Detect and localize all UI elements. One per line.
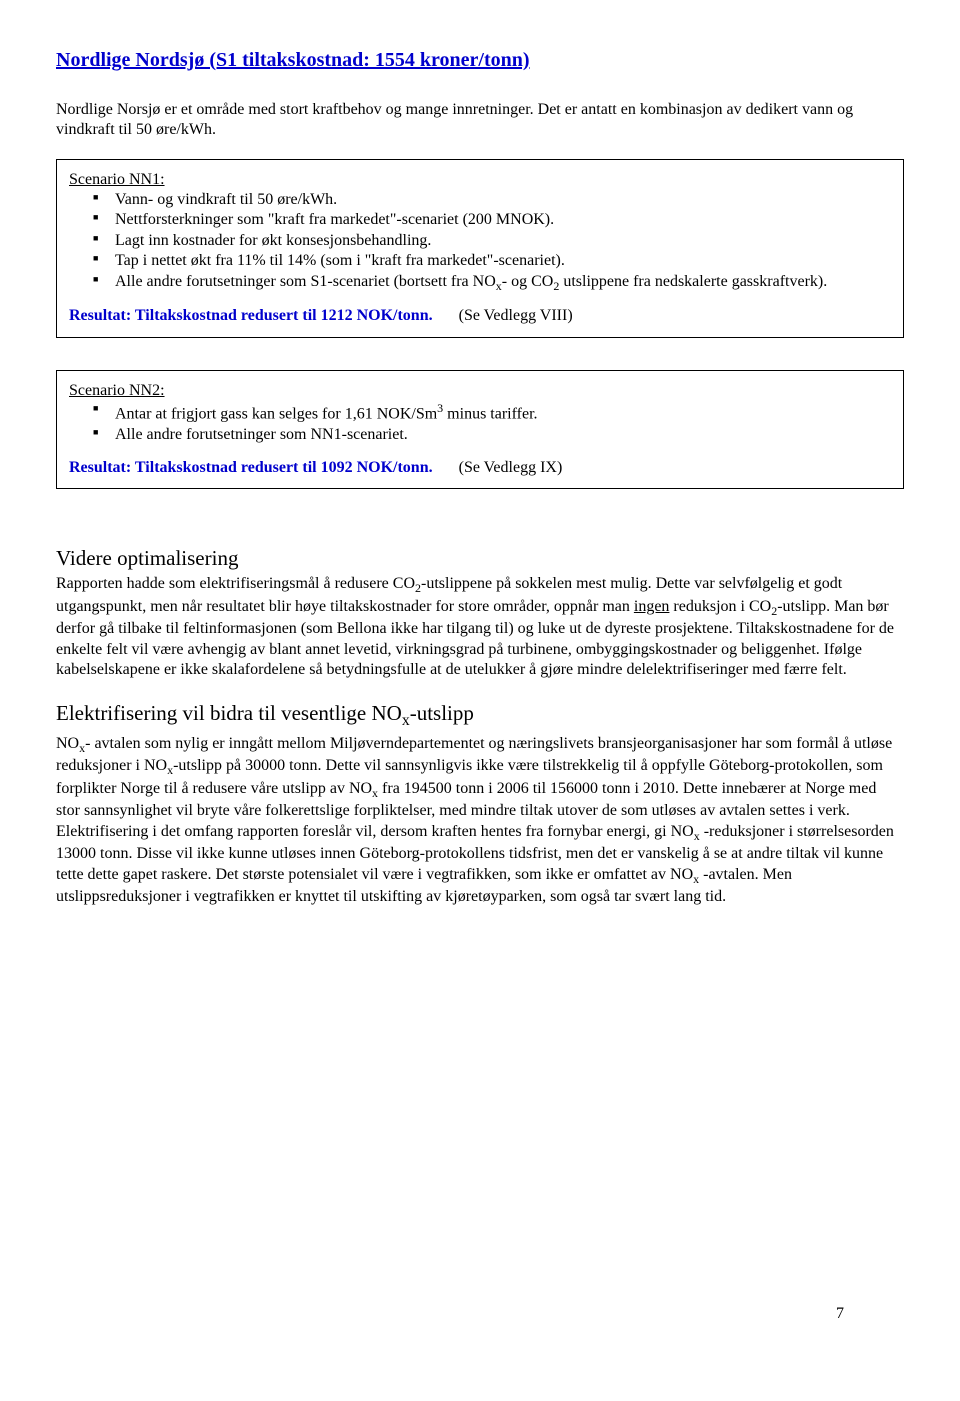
page-heading: Nordlige Nordsjø (S1 tiltakskostnad: 155… (56, 48, 530, 74)
list-item: Nettforsterkninger som "kraft fra marked… (69, 210, 891, 230)
section-title-optimalisering: Videre optimalisering (56, 545, 904, 572)
section1-paragraph: Rapporten hadde som elektrifiseringsmål … (56, 574, 904, 681)
list-item: Vann- og vindkraft til 50 øre/kWh. (69, 190, 891, 210)
page-number: 7 (836, 1304, 844, 1324)
appendix-ref: (Se Vedlegg IX) (459, 459, 563, 476)
list-item: Tap i nettet økt fra 11% til 14% (som i … (69, 251, 891, 271)
intro-paragraph: Nordlige Norsjø er et område med stort k… (56, 100, 904, 141)
result-bold-text: Resultat: Tiltakskostnad redusert til 12… (69, 307, 433, 324)
section-title-nox: Elektrifisering vil bidra til vesentlige… (56, 700, 904, 731)
list-item: Alle andre forutsetninger som NN1-scenar… (69, 425, 891, 445)
scenario-nn2-list: Antar at frigjort gass kan selges for 1,… (69, 401, 891, 445)
result-line-nn2: Resultat: Tiltakskostnad redusert til 10… (69, 458, 891, 478)
scenario-label-nn2: Scenario NN2: (69, 381, 891, 401)
scenario-nn1-list: Vann- og vindkraft til 50 øre/kWh. Nettf… (69, 190, 891, 294)
section2-paragraph: NOx- avtalen som nylig er inngått mellom… (56, 734, 904, 908)
scenario-box-nn1: Scenario NN1: Vann- og vindkraft til 50 … (56, 159, 904, 338)
result-line-nn1: Resultat: Tiltakskostnad redusert til 12… (69, 306, 891, 326)
list-item: Antar at frigjort gass kan selges for 1,… (69, 401, 891, 425)
appendix-ref: (Se Vedlegg VIII) (459, 307, 573, 324)
scenario-box-nn2: Scenario NN2: Antar at frigjort gass kan… (56, 370, 904, 489)
list-item: Alle andre forutsetninger som S1-scenari… (69, 272, 891, 295)
result-bold-text: Resultat: Tiltakskostnad redusert til 10… (69, 459, 433, 476)
list-item: Lagt inn kostnader for økt konsesjonsbeh… (69, 231, 891, 251)
scenario-label-nn1: Scenario NN1: (69, 170, 891, 190)
